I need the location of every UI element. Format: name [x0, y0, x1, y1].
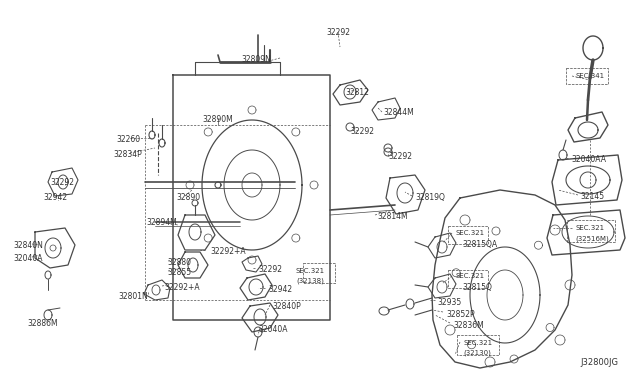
Text: SEC.321: SEC.321 [463, 340, 492, 346]
Text: 32292: 32292 [50, 178, 74, 187]
Text: SEC.321: SEC.321 [455, 230, 484, 236]
Text: 32942: 32942 [268, 285, 292, 294]
Text: SEC.321: SEC.321 [296, 268, 324, 274]
Text: 32834P: 32834P [114, 150, 142, 159]
Text: 32840P: 32840P [272, 302, 301, 311]
Text: 32894M: 32894M [147, 218, 177, 227]
Text: 32836M: 32836M [453, 321, 484, 330]
Text: 32890: 32890 [176, 193, 200, 202]
Text: 32292+A: 32292+A [164, 283, 200, 292]
Text: 32801N: 32801N [118, 292, 148, 301]
Text: SEC.321: SEC.321 [455, 273, 484, 279]
Text: 32844M: 32844M [383, 108, 413, 117]
Text: 32292+A: 32292+A [210, 247, 246, 256]
Text: 32292: 32292 [326, 28, 350, 37]
Text: (32516M): (32516M) [575, 235, 609, 241]
Text: 32855: 32855 [167, 268, 191, 277]
Text: 32292: 32292 [388, 152, 412, 161]
Text: 32935: 32935 [437, 298, 461, 307]
Text: 32840N: 32840N [13, 241, 43, 250]
Text: 32852P: 32852P [446, 310, 475, 319]
Text: 32260: 32260 [116, 135, 140, 144]
Text: 32880: 32880 [167, 258, 191, 267]
Text: 32886M: 32886M [28, 319, 58, 328]
Text: 32890M: 32890M [203, 115, 234, 124]
Text: 32815Q: 32815Q [462, 283, 492, 292]
Text: (32138): (32138) [296, 278, 324, 285]
Text: 32292: 32292 [350, 127, 374, 136]
Text: 32040AA: 32040AA [571, 155, 606, 164]
Text: 32815QA: 32815QA [462, 240, 497, 249]
Text: 32819Q: 32819Q [415, 193, 445, 202]
Text: (32130): (32130) [463, 350, 491, 356]
Text: 32040A: 32040A [258, 325, 287, 334]
Text: 32809N: 32809N [241, 55, 271, 64]
Text: 32942: 32942 [43, 193, 67, 202]
Text: 32145: 32145 [580, 192, 604, 201]
Text: SEC.321: SEC.321 [575, 225, 604, 231]
Text: J32800JG: J32800JG [580, 358, 618, 367]
Text: SEC.341: SEC.341 [575, 73, 604, 79]
Text: 32292: 32292 [258, 265, 282, 274]
Text: 32040A: 32040A [13, 254, 43, 263]
Text: 32812: 32812 [345, 88, 369, 97]
Text: 32814M: 32814M [377, 212, 408, 221]
